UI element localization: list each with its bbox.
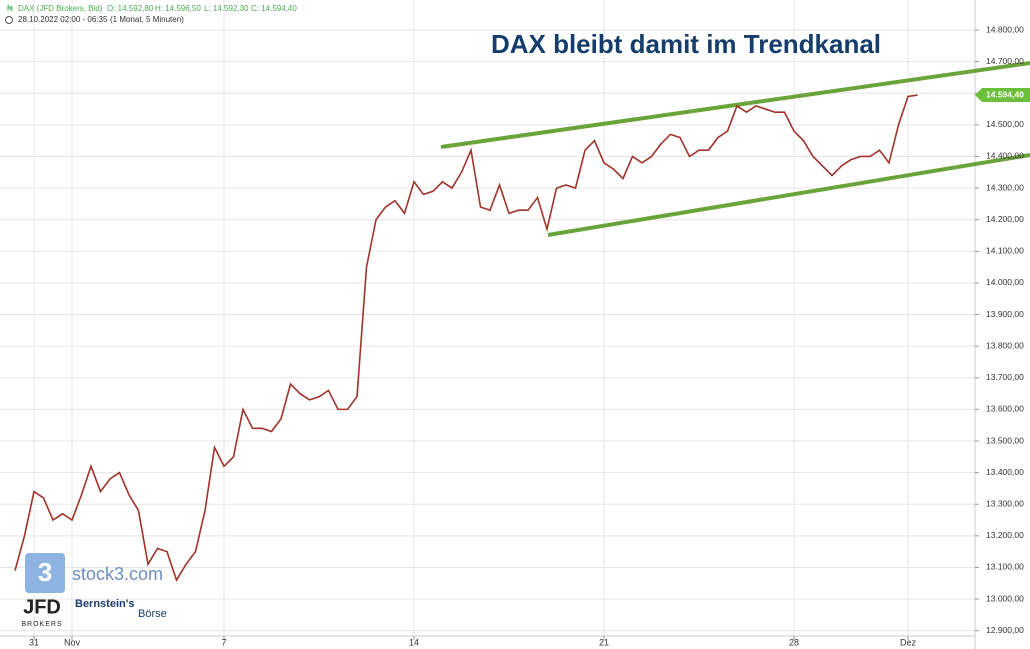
grid [0, 0, 975, 636]
y-tick-label: 13.000,00 [986, 593, 1024, 603]
y-tick-label: 14.500,00 [986, 119, 1024, 129]
y-tick-label: 14.400,00 [986, 151, 1024, 161]
plot [14, 94, 918, 582]
period: (1 Monat, 5 Minuten) [110, 15, 184, 24]
y-tick-label: 13.600,00 [986, 404, 1024, 414]
y-tick-label: 14.000,00 [986, 277, 1024, 287]
y-tick-label: 13.900,00 [986, 309, 1024, 319]
y-tick-label: 14.700,00 [986, 56, 1024, 66]
y-tick-label: 14.300,00 [986, 182, 1024, 192]
y-tick-label: 13.400,00 [986, 467, 1024, 477]
icon: ₦ [7, 4, 13, 13]
ohlc: O: 14.592,80 [107, 4, 154, 13]
ohlc: C: 14.594,40 [251, 4, 297, 13]
logo-text: JFD [23, 596, 61, 618]
logo-mark: 3 [38, 557, 52, 587]
x-tick-label: Dez [900, 637, 917, 647]
last-price-marker [975, 88, 1030, 103]
y-tick-label: 12.900,00 [986, 625, 1024, 635]
x-tick-label: 21 [599, 637, 609, 647]
trend-line [440, 61, 1030, 149]
y-tick-label: 13.300,00 [986, 498, 1024, 508]
y-tick-label: 13.800,00 [986, 340, 1024, 350]
x-tick-label: 28 [789, 637, 799, 647]
date-range: 28.10.2022 02:00 - 06:35 [18, 15, 108, 24]
logo-text: Bernstein's [75, 598, 134, 610]
x-tick-label: Nov [64, 637, 81, 647]
ohlc: H: 14.596,50 [155, 4, 201, 13]
trend-line [547, 153, 1030, 237]
y-tick-label: 14.200,00 [986, 214, 1024, 224]
clock-icon [5, 16, 13, 24]
y-tick-label: 13.700,00 [986, 372, 1024, 382]
x-tick-label: 14 [409, 637, 419, 647]
x-tick-label: 31 [29, 637, 39, 647]
instrument: DAX (JFD Brokers, Bid) [18, 4, 103, 13]
y-tick-label: 13.500,00 [986, 435, 1024, 445]
logo-text: BROKERS [21, 621, 62, 628]
logo-text: stock3.com [72, 564, 163, 584]
logo [25, 553, 65, 593]
price-line [14, 94, 918, 582]
ohlc: L: 14.592,30 [204, 4, 249, 13]
y-tick-label: 14.800,00 [986, 24, 1024, 34]
chart-title: DAX bleibt damit im Trendkanal [491, 29, 881, 59]
x-tick-label: 7 [221, 637, 226, 647]
y-tick-label: 13.200,00 [986, 530, 1024, 540]
y-tick-label: 13.100,00 [986, 562, 1024, 572]
last-price-label: 14.594,40 [986, 89, 1024, 99]
logo-text: Börse [138, 608, 167, 620]
y-tick-label: 14.100,00 [986, 246, 1024, 256]
